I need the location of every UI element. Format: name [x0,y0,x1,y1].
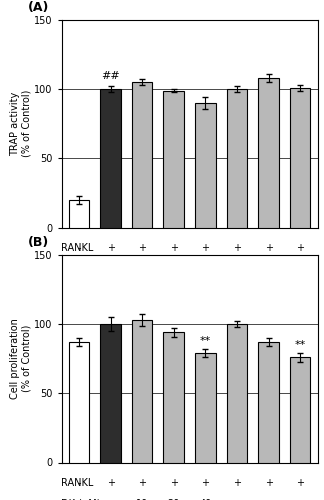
Text: 20: 20 [168,264,180,274]
Text: ##: ## [101,71,120,81]
Text: -: - [235,264,239,274]
Text: -: - [298,499,302,500]
Text: +: + [170,478,178,488]
Text: -: - [77,264,81,274]
Text: DK (μM): DK (μM) [61,499,100,500]
Text: -: - [77,285,81,294]
Text: -: - [77,499,81,500]
Text: +: + [296,478,304,488]
Text: +: + [138,244,146,253]
Text: -: - [235,499,239,500]
Text: (A): (A) [28,1,50,14]
Text: 40: 40 [199,264,212,274]
Text: -: - [298,264,302,274]
Bar [100,324,121,462]
Text: +: + [107,244,115,253]
Text: -: - [109,499,112,500]
Bar [100,89,121,228]
Bar [258,342,279,462]
Y-axis label: Cell proliferation
(% of Control): Cell proliferation (% of Control) [10,318,31,399]
Text: +: + [264,478,272,488]
Text: 10: 10 [136,264,148,274]
Text: 40: 40 [199,499,212,500]
Text: -: - [140,285,144,294]
Bar [69,200,89,228]
Bar [227,89,247,228]
Text: -: - [77,478,81,488]
Text: -: - [172,285,176,294]
Text: 40: 40 [294,285,306,294]
Text: **: ** [295,340,306,350]
Text: +: + [138,478,146,488]
Text: -: - [109,285,112,294]
Bar [69,342,89,462]
Text: **: ** [200,336,211,346]
Text: 20: 20 [168,499,180,500]
Bar [227,324,247,462]
Text: 20: 20 [262,285,275,294]
Text: (B): (B) [28,236,50,249]
Text: -: - [267,499,270,500]
Text: DK (μM): DK (μM) [61,264,100,274]
Text: +: + [201,244,209,253]
Text: +: + [233,244,241,253]
Text: -: - [203,285,207,294]
Bar [132,82,152,228]
Text: +: + [264,244,272,253]
Text: +: + [296,244,304,253]
Bar [195,353,215,463]
Text: +: + [107,478,115,488]
Y-axis label: TRAP activity
(% of Control): TRAP activity (% of Control) [10,90,31,158]
Text: DDK (μM): DDK (μM) [61,285,108,294]
Bar [164,332,184,462]
Text: +: + [170,244,178,253]
Text: -: - [109,264,112,274]
Text: +: + [201,478,209,488]
Text: -: - [267,264,270,274]
Bar [164,90,184,228]
Text: +: + [233,478,241,488]
Bar [290,358,310,463]
Bar [195,103,215,228]
Bar [290,88,310,228]
Text: 10: 10 [231,285,243,294]
Text: RANKL: RANKL [61,244,93,253]
Bar [132,320,152,462]
Text: -: - [77,244,81,253]
Text: RANKL: RANKL [61,478,93,488]
Text: 10: 10 [136,499,148,500]
Bar [258,78,279,228]
